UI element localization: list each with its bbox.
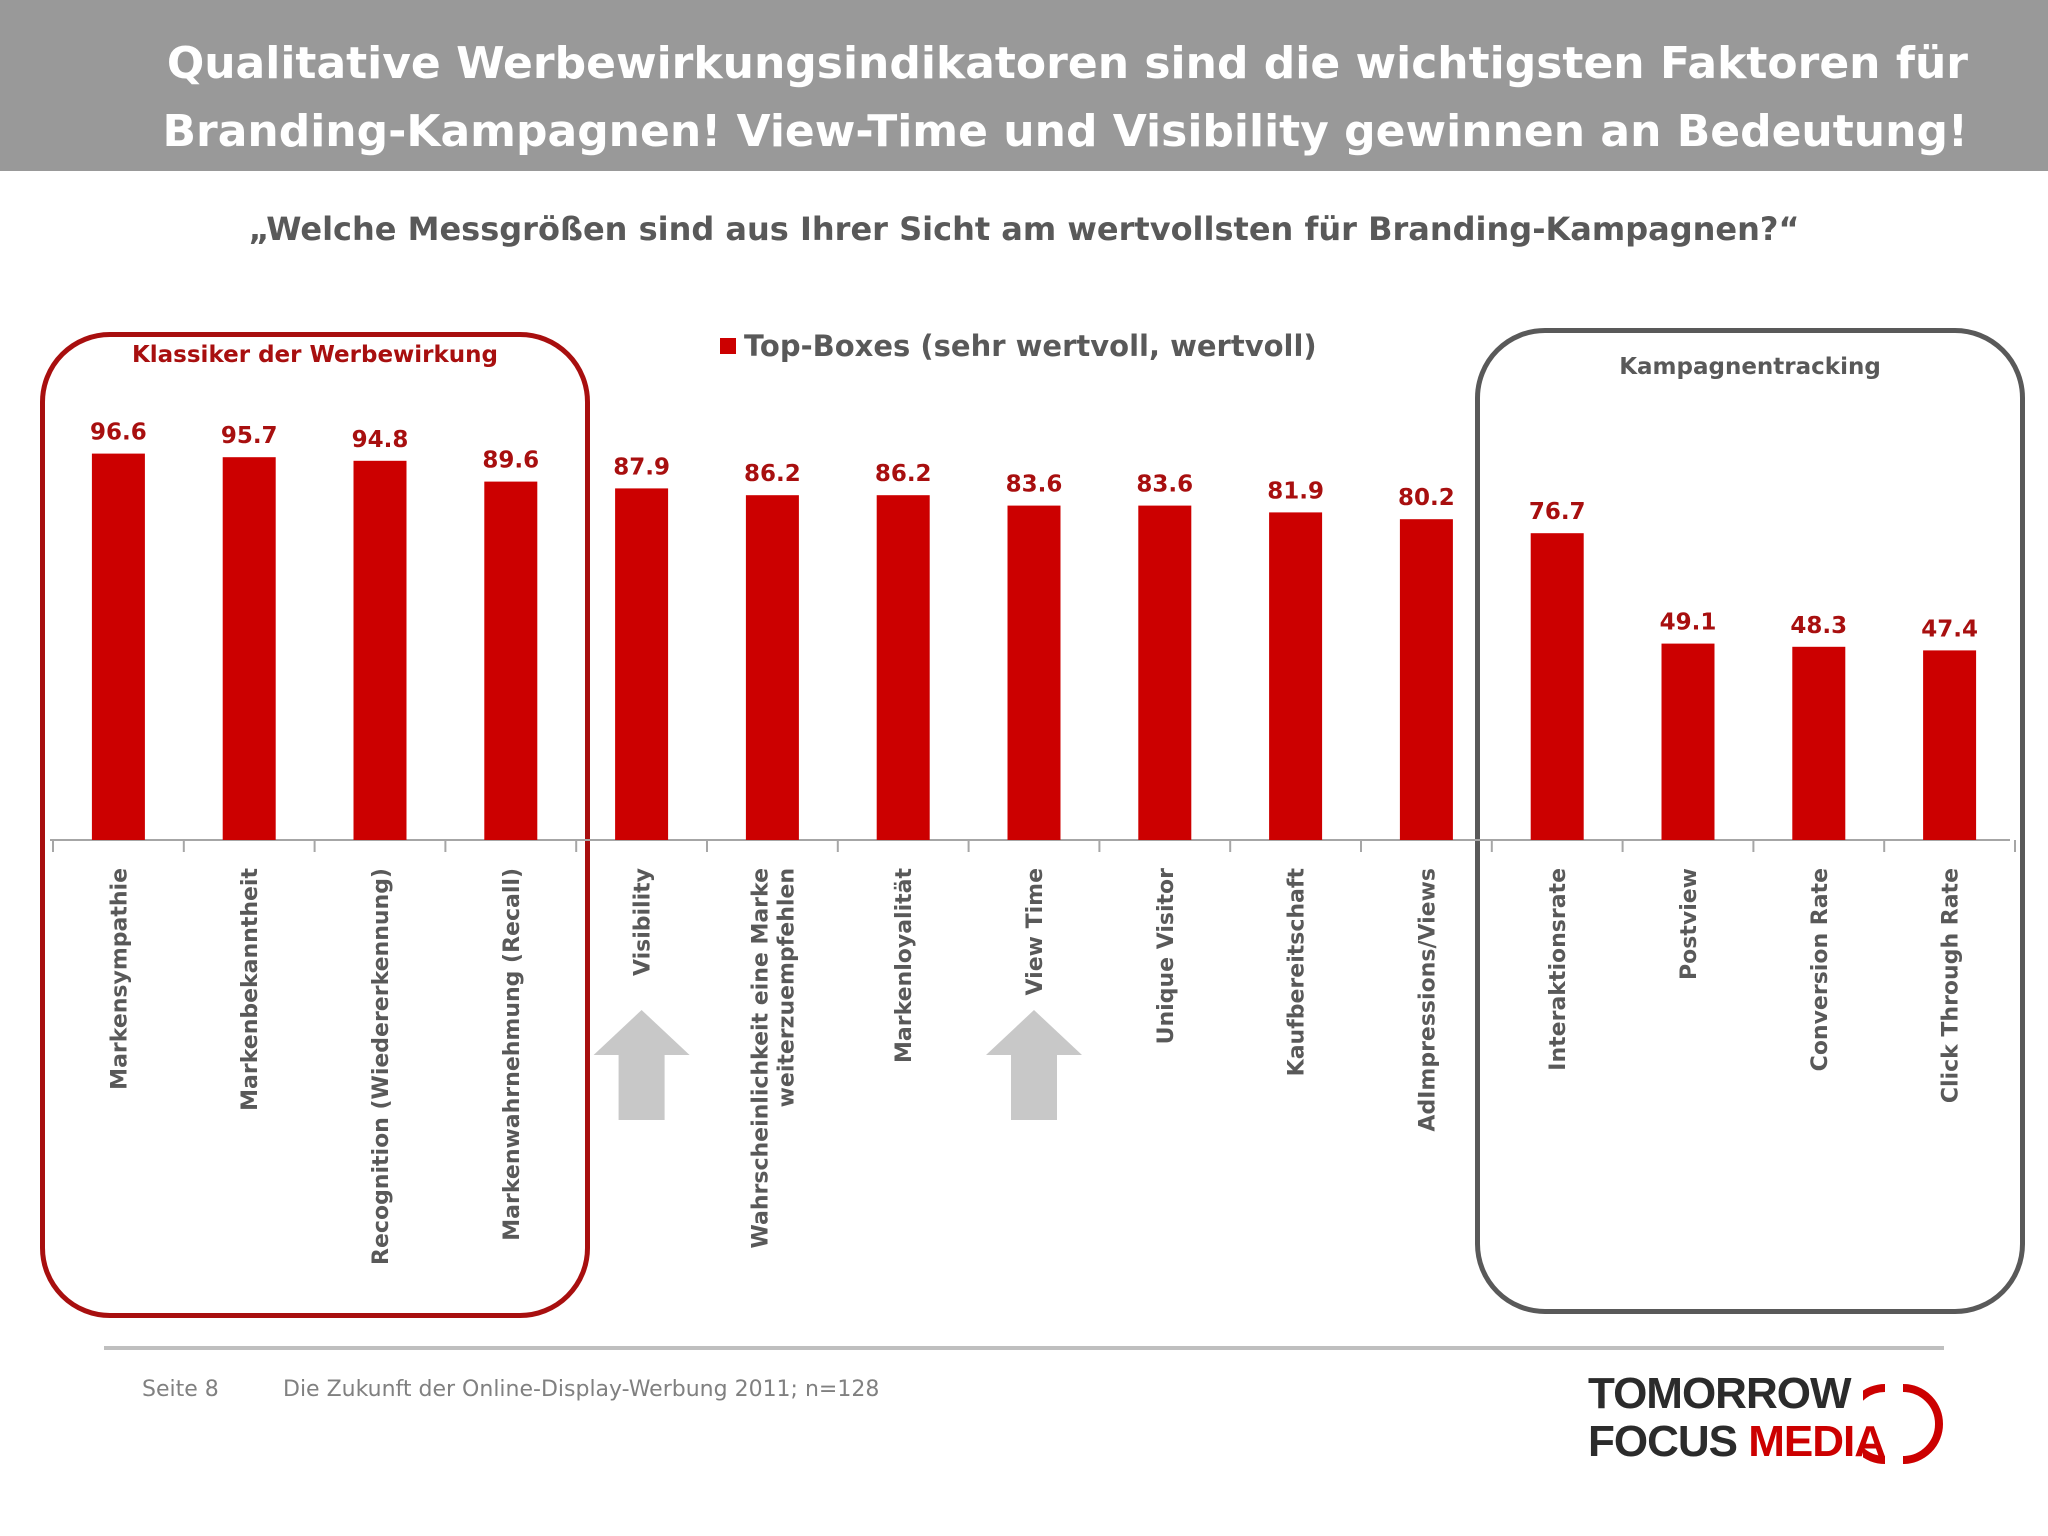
- survey-question: „Welche Messgrößen sind aus Ihrer Sicht …: [248, 210, 1800, 248]
- category-label-line: Click Through Rate: [1939, 868, 1964, 1103]
- category-label: Click Through Rate: [1939, 868, 1964, 1103]
- category-label-line: AdImpressions/Views: [1415, 868, 1440, 1132]
- bar: [1530, 533, 1584, 840]
- bar: [1138, 505, 1192, 840]
- data-label: 83.6: [1006, 472, 1063, 498]
- data-label: 47.4: [1921, 616, 1978, 642]
- group-title-klassiker: Klassiker der Werbewirkung: [131, 342, 499, 368]
- category-label-line: Visibility: [631, 868, 656, 976]
- category-label: Markensympathie: [107, 868, 132, 1090]
- bar: [484, 481, 538, 840]
- category-label: Unique Visitor: [1154, 868, 1179, 1045]
- highlight-arrow-icon: [593, 1010, 690, 1120]
- data-label: 89.6: [482, 448, 539, 474]
- group-title-tracking: Kampagnentracking: [1619, 354, 1881, 380]
- category-label: Markenloyalität: [892, 868, 917, 1063]
- category-label: Recognition (Wiedererkennung): [369, 868, 394, 1265]
- bar: [1661, 643, 1715, 840]
- category-label-line: Recognition (Wiedererkennung): [369, 868, 394, 1265]
- logo-word-focus: FOCUS: [1588, 1417, 1738, 1466]
- category-label: Markenwahrnehmung (Recall): [500, 868, 525, 1241]
- category-label: Postview: [1677, 868, 1702, 980]
- bar: [91, 453, 145, 840]
- category-label-line: View Time: [1023, 868, 1048, 995]
- group-box-klassiker: [40, 332, 590, 1318]
- data-label: 48.3: [1790, 613, 1847, 639]
- category-label: Visibility: [631, 868, 656, 976]
- category-label-line: Markenbekanntheit: [238, 868, 263, 1111]
- bar: [1792, 646, 1846, 840]
- legend-swatch: [720, 338, 736, 354]
- data-label: 80.2: [1398, 485, 1455, 511]
- footer-source: Die Zukunft der Online-Display-Werbung 2…: [283, 1377, 880, 1402]
- bar: [1923, 650, 1977, 840]
- data-label: 83.6: [1136, 472, 1193, 498]
- data-label: 76.7: [1529, 499, 1586, 525]
- header-bar: Qualitative Werbewirkungsindikatoren sin…: [0, 0, 2048, 171]
- category-label: Interaktionsrate: [1546, 868, 1571, 1071]
- data-label: 86.2: [744, 461, 801, 487]
- footer-page-number: Seite 8: [142, 1377, 219, 1402]
- category-label-line: Conversion Rate: [1808, 868, 1833, 1071]
- category-label: Wahrscheinlichkeit eine Markeweiterzuemp…: [748, 868, 799, 1248]
- bar: [222, 457, 276, 840]
- highlight-arrow-icon: [986, 1010, 1082, 1120]
- group-box-tracking: [1475, 328, 2025, 1314]
- data-label: 86.2: [875, 461, 932, 487]
- chart-legend: Top-Boxes (sehr wertvoll, wertvoll): [720, 328, 1317, 364]
- logo-ring-icon: [1863, 1384, 1943, 1464]
- category-label-line: Markenwahrnehmung (Recall): [500, 868, 525, 1241]
- logo-line1: TOMORROW: [1588, 1369, 1852, 1418]
- data-label: 87.9: [613, 454, 670, 480]
- company-logo: TOMORROW FOCUS MEDIA: [1588, 1369, 1943, 1466]
- category-label-line: Wahrscheinlichkeit eine Marke: [748, 868, 773, 1248]
- bar: [353, 460, 407, 840]
- bar: [615, 488, 669, 840]
- bar-chart: 96.6 Markensympathie 95.7 Markenbekanntheit…: [50, 420, 2016, 1265]
- bar: [745, 495, 799, 840]
- bar: [876, 495, 930, 840]
- data-label: 81.9: [1267, 478, 1324, 504]
- bar: [1007, 505, 1061, 840]
- page-title: Qualitative Werbewirkungsindikatoren sin…: [162, 38, 1968, 157]
- category-label: View Time: [1023, 868, 1048, 995]
- logo-line2: FOCUS MEDIA: [1588, 1417, 1886, 1466]
- footer-divider: [104, 1346, 1944, 1350]
- bar: [1269, 512, 1323, 840]
- legend-label: Top-Boxes (sehr wertvoll, wertvoll): [744, 329, 1317, 363]
- data-label: 95.7: [221, 423, 278, 449]
- category-label: Kaufbereitschaft: [1285, 868, 1310, 1077]
- category-label-line: Postview: [1677, 868, 1702, 980]
- category-label-line: Kaufbereitschaft: [1285, 868, 1310, 1077]
- category-label-line: Markenloyalität: [892, 868, 917, 1063]
- category-label: Markenbekanntheit: [238, 868, 263, 1111]
- category-label-line: Interaktionsrate: [1546, 868, 1571, 1071]
- data-label: 96.6: [90, 420, 147, 446]
- data-label: 49.1: [1660, 610, 1717, 636]
- category-label-line: Unique Visitor: [1154, 868, 1179, 1045]
- bar: [1399, 519, 1453, 840]
- category-label: Conversion Rate: [1808, 868, 1833, 1071]
- category-label-line: weiterzuempfehlen: [774, 868, 799, 1107]
- data-label: 94.8: [352, 427, 409, 453]
- category-label: AdImpressions/Views: [1415, 868, 1440, 1132]
- category-label-line: Markensympathie: [107, 868, 132, 1090]
